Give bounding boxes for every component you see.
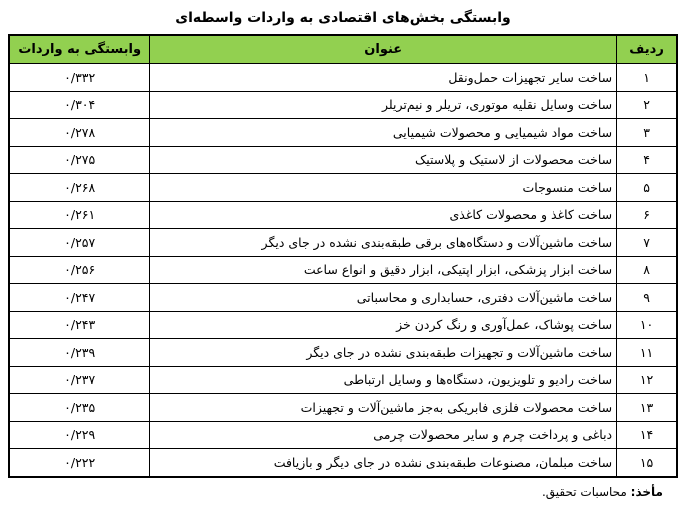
source-note: مأخذ: محاسبات تحقیق. (0, 485, 663, 499)
row-sector: ساخت محصولات از لاستیک و پلاستیک (149, 145, 618, 174)
table-row: ۱۴ دباغی و پرداخت چرم و سایر محصولات چرم… (8, 420, 678, 449)
row-sector: ساخت ابزار پزشکی، ابزار اپتیکی، ابزار دق… (149, 255, 618, 284)
table-row: ۴ ساخت محصولات از لاستیک و پلاستیک ۰/۲۷۵ (8, 145, 678, 174)
table-row: ۱۱ ساخت ماشین‌آلات و تجهیزات طبقه‌بندی ن… (8, 338, 678, 367)
row-index: ۵ (616, 173, 678, 202)
table-row: ۳ ساخت مواد شیمیایی و محصولات شیمیایی ۰/… (8, 118, 678, 147)
row-sector: ساخت ماشین‌آلات و دستگاه‌های برقی طبقه‌ب… (149, 228, 618, 257)
table-title: وابستگی بخش‌های اقتصادی به واردات واسطه‌… (175, 10, 511, 26)
table-body: ۱ ساخت سایر تجهیزات حمل‌ونقل ۰/۳۳۲ ۲ ساخ… (8, 63, 678, 477)
header-value: وابستگی به واردات (8, 34, 151, 64)
source-label: مأخذ: (630, 484, 663, 499)
row-value: ۰/۳۰۴ (8, 90, 151, 119)
row-sector: ساخت مبلمان، مصنوعات طبقه‌بندی نشده در ج… (149, 448, 618, 477)
row-value: ۰/۲۷۵ (8, 145, 151, 174)
row-value: ۰/۲۵۶ (8, 255, 151, 284)
row-index: ۳ (616, 118, 678, 147)
table-row: ۷ ساخت ماشین‌آلات و دستگاه‌های برقی طبقه… (8, 228, 678, 257)
table-row: ۱ ساخت سایر تجهیزات حمل‌ونقل ۰/۳۳۲ (8, 63, 678, 92)
row-index: ۱ (616, 63, 678, 92)
table-row: ۶ ساخت کاغذ و محصولات کاغذی ۰/۲۶۱ (8, 200, 678, 229)
row-index: ۱۰ (616, 310, 678, 339)
row-value: ۰/۲۳۵ (8, 393, 151, 422)
row-index: ۷ (616, 228, 678, 257)
row-value: ۰/۲۳۹ (8, 338, 151, 367)
row-sector: ساخت مواد شیمیایی و محصولات شیمیایی (149, 118, 618, 147)
table-row: ۱۲ ساخت رادیو و تلویزیون، دستگاه‌ها و وس… (8, 365, 678, 394)
table-row: ۲ ساخت وسایل نقلیه موتوری، تریلر و نیم‌ت… (8, 90, 678, 119)
row-value: ۰/۲۴۳ (8, 310, 151, 339)
row-index: ۱۱ (616, 338, 678, 367)
table-row: ۱۳ ساخت محصولات فلزی فابریکی به‌جز ماشین… (8, 393, 678, 422)
row-value: ۰/۲۶۱ (8, 200, 151, 229)
table-header: ردیف عنوان وابستگی به واردات (8, 34, 678, 64)
row-value: ۰/۲۲۹ (8, 420, 151, 449)
table-row: ۸ ساخت ابزار پزشکی، ابزار اپتیکی، ابزار … (8, 255, 678, 284)
row-value: ۰/۲۴۷ (8, 283, 151, 312)
row-index: ۱۴ (616, 420, 678, 449)
row-sector: ساخت سایر تجهیزات حمل‌ونقل (149, 63, 618, 92)
row-value: ۰/۳۳۲ (8, 63, 151, 92)
row-index: ۱۲ (616, 365, 678, 394)
row-sector: ساخت پوشاک، عمل‌آوری و رنگ کردن خز (149, 310, 618, 339)
row-index: ۶ (616, 200, 678, 229)
row-sector: ساخت وسایل نقلیه موتوری، تریلر و نیم‌تری… (149, 90, 618, 119)
row-sector: ساخت ماشین‌آلات و تجهیزات طبقه‌بندی نشده… (149, 338, 618, 367)
row-value: ۰/۲۳۷ (8, 365, 151, 394)
row-index: ۴ (616, 145, 678, 174)
row-index: ۸ (616, 255, 678, 284)
table-row: ۱۰ ساخت پوشاک، عمل‌آوری و رنگ کردن خز ۰/… (8, 310, 678, 339)
header-row: ردیف عنوان وابستگی به واردات (8, 34, 678, 64)
row-sector: ساخت رادیو و تلویزیون، دستگاه‌ها و وسایل… (149, 365, 618, 394)
row-index: ۱۵ (616, 448, 678, 477)
table-row: ۹ ساخت ماشین‌آلات دفتری، حسابداری و محاس… (8, 283, 678, 312)
row-sector: دباغی و پرداخت چرم و سایر محصولات چرمی (149, 420, 618, 449)
header-index: ردیف (616, 34, 678, 64)
header-sector: عنوان (149, 34, 618, 64)
row-sector: ساخت منسوجات (149, 173, 618, 202)
dependency-table: ردیف عنوان وابستگی به واردات ۱ ساخت سایر… (8, 34, 678, 478)
row-sector: ساخت ماشین‌آلات دفتری، حسابداری و محاسبا… (149, 283, 618, 312)
row-sector: ساخت کاغذ و محصولات کاغذی (149, 200, 618, 229)
row-value: ۰/۲۷۸ (8, 118, 151, 147)
row-sector: ساخت محصولات فلزی فابریکی به‌جز ماشین‌آل… (149, 393, 618, 422)
table-row: ۵ ساخت منسوجات ۰/۲۶۸ (8, 173, 678, 202)
row-value: ۰/۲۲۲ (8, 448, 151, 477)
source-text: محاسبات تحقیق. (541, 484, 631, 499)
row-value: ۰/۲۶۸ (8, 173, 151, 202)
row-index: ۱۳ (616, 393, 678, 422)
row-value: ۰/۲۵۷ (8, 228, 151, 257)
table-row: ۱۵ ساخت مبلمان، مصنوعات طبقه‌بندی نشده د… (8, 448, 678, 477)
row-index: ۲ (616, 90, 678, 119)
row-index: ۹ (616, 283, 678, 312)
